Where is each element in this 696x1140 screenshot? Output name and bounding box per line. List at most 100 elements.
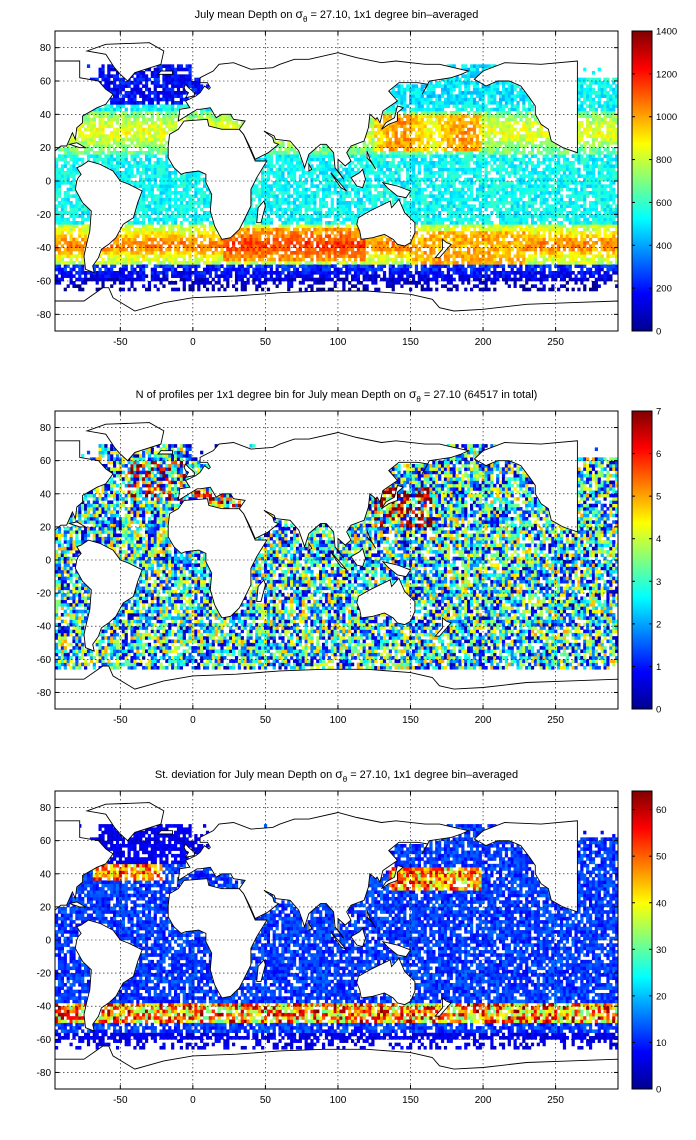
- heatmap-cell: [261, 227, 265, 232]
- heatmap-cell: [284, 274, 288, 278]
- heatmap-cell: [380, 237, 384, 242]
- heatmap-cell: [522, 204, 526, 208]
- heatmap-cell: [159, 201, 163, 205]
- heatmap-cell: [327, 187, 331, 192]
- heatmap-cell: [333, 207, 337, 212]
- heatmap-cell: [165, 277, 169, 282]
- heatmap-cell: [394, 197, 398, 202]
- heatmap-cell: [490, 237, 494, 242]
- heatmap-cell: [507, 217, 511, 222]
- heatmap-cell: [208, 267, 213, 272]
- heatmap-cell: [78, 214, 82, 218]
- heatmap-cell: [63, 247, 67, 252]
- heatmap-cell: [243, 244, 247, 248]
- heatmap-cell: [66, 161, 70, 165]
- heatmap-cell: [591, 207, 596, 212]
- heatmap-cell: [545, 214, 549, 218]
- heatmap-cell: [144, 224, 149, 228]
- heatmap-cell: [533, 201, 538, 205]
- heatmap-cell: [185, 267, 189, 272]
- heatmap-cell: [591, 247, 596, 252]
- heatmap-cell: [571, 287, 575, 292]
- heatmap-cell: [374, 271, 378, 275]
- heatmap-cell: [435, 267, 439, 272]
- heatmap-cell: [461, 194, 465, 198]
- heatmap-cell: [504, 251, 509, 255]
- heatmap-cell: [301, 281, 305, 285]
- heatmap-cell: [197, 214, 201, 218]
- heatmap-cell: [342, 234, 346, 238]
- heatmap-cell: [420, 191, 424, 195]
- heatmap-cell: [487, 187, 491, 192]
- heatmap-cell: [368, 207, 372, 212]
- heatmap-cell: [339, 231, 343, 235]
- heatmap-cell: [243, 287, 247, 292]
- heatmap-cell: [539, 247, 543, 252]
- heatmap-cell: [583, 204, 587, 208]
- heatmap-cell: [81, 264, 85, 268]
- heatmap-cell: [255, 287, 259, 292]
- heatmap-cell: [162, 224, 166, 228]
- heatmap-cell: [203, 247, 207, 252]
- heatmap-cell: [316, 264, 320, 268]
- heatmap-cell: [400, 184, 404, 188]
- heatmap-cell: [92, 274, 96, 278]
- heatmap-cell: [333, 187, 337, 192]
- heatmap-cell: [333, 191, 337, 195]
- heatmap-cell: [86, 214, 91, 218]
- heatmap-cell: [406, 174, 410, 178]
- heatmap-cell: [348, 207, 352, 212]
- heatmap-cell: [263, 267, 268, 272]
- heatmap-cell: [98, 271, 102, 275]
- heatmap-cell: [269, 201, 273, 205]
- heatmap-cell: [490, 264, 494, 268]
- heatmap-cell: [182, 281, 186, 285]
- heatmap-cell: [327, 257, 331, 262]
- heatmap-cell: [173, 287, 178, 292]
- heatmap-cell: [113, 271, 117, 275]
- heatmap-cell: [237, 247, 242, 252]
- heatmap-cell: [182, 194, 186, 198]
- heatmap-cell: [266, 264, 271, 268]
- heatmap-cell: [475, 161, 479, 165]
- heatmap-cell: [179, 254, 183, 258]
- heatmap-cell: [591, 234, 596, 238]
- heatmap-cell: [423, 164, 427, 168]
- heatmap-cell: [72, 267, 76, 272]
- heatmap-cell: [246, 251, 250, 255]
- heatmap-cell: [516, 204, 520, 208]
- heatmap-cell: [580, 224, 584, 228]
- heatmap-cell: [571, 187, 575, 192]
- heatmap-cell: [536, 217, 540, 222]
- heatmap-cell: [316, 227, 320, 232]
- heatmap-cell: [516, 221, 520, 225]
- heatmap-cell: [55, 161, 59, 165]
- heatmap-cell: [81, 251, 85, 255]
- heatmap-cell: [301, 201, 305, 205]
- heatmap-cell: [490, 231, 494, 235]
- heatmap-cell: [469, 264, 474, 268]
- heatmap-cell: [130, 281, 134, 285]
- heatmap-cell: [200, 214, 204, 218]
- heatmap-cell: [127, 277, 131, 282]
- heatmap-cell: [353, 217, 358, 222]
- heatmap-cell: [606, 171, 610, 175]
- heatmap-cell: [200, 217, 204, 222]
- heatmap-cell: [519, 251, 523, 255]
- heatmap-cell: [287, 271, 291, 275]
- heatmap-cell: [478, 281, 482, 285]
- heatmap-cell: [290, 257, 294, 262]
- heatmap-cell: [57, 267, 62, 272]
- heatmap-cell: [449, 201, 453, 205]
- heatmap-cell: [429, 217, 433, 222]
- heatmap-cell: [165, 264, 169, 268]
- heatmap-cell: [562, 201, 567, 205]
- heatmap-cell: [388, 161, 392, 165]
- heatmap-cell: [284, 224, 288, 228]
- heatmap-cell: [539, 234, 543, 238]
- heatmap-cell: [200, 194, 204, 198]
- heatmap-cell: [603, 241, 607, 245]
- heatmap-cell: [197, 204, 201, 208]
- heatmap-cell: [214, 261, 218, 265]
- heatmap-cell: [133, 164, 137, 168]
